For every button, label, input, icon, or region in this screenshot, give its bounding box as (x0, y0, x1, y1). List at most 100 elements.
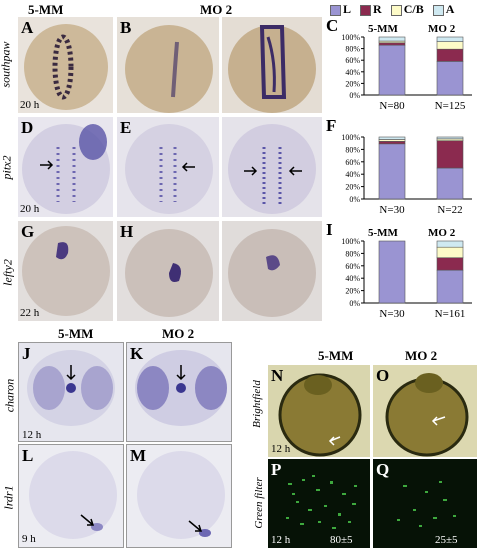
time-D: 20 h (20, 203, 40, 215)
label-K: K (130, 344, 144, 363)
label-H: H (120, 222, 134, 241)
n-label: N=80 (379, 100, 405, 112)
header-mo2-br: MO 2 (405, 348, 438, 363)
panel-E2 (222, 117, 322, 217)
embryo-image-H2 (228, 229, 316, 317)
n-label: N=161 (435, 308, 466, 320)
chart-I-svg: 0% 20% 40% 60% 80% 100% N=30 N=161 (341, 237, 472, 320)
embryo-image-O (373, 365, 477, 457)
chart-I-cat-mo: MO 2 (428, 227, 456, 239)
bar-segment-A-0 (378, 36, 406, 42)
bar-segment-L-0 (378, 143, 406, 200)
embryo-image-B1 (125, 25, 213, 113)
y-tick-label: 60% (345, 262, 360, 271)
panel-A: A 20 h (18, 17, 113, 113)
label-I: I (326, 220, 333, 239)
label-D: D (21, 118, 34, 137)
y-tick-label: 0% (349, 299, 360, 308)
bar-segment-A-0 (378, 136, 406, 140)
n-label: N=125 (435, 100, 466, 112)
y-tick-label: 20% (345, 79, 360, 88)
y-tick-label: 80% (345, 249, 360, 258)
y-tick-label: 40% (345, 274, 360, 283)
y-tick-label: 20% (345, 287, 360, 296)
chart-C-cat-mm: 5-MM (368, 23, 398, 35)
bar-segment-A-1 (436, 136, 464, 140)
bar-segment-R-1 (436, 140, 464, 169)
chart-C: C 5-MM MO 2 0% 20% 40% 60% 80% 100% N=80 N=125 (326, 17, 476, 113)
panel-N: N 12 h (268, 365, 370, 457)
header-mo2-top: MO 2 (200, 2, 233, 17)
embryo-image-H1 (125, 229, 213, 317)
panel-D: D 20 h (18, 117, 113, 217)
panel-G: G 22 h (18, 221, 113, 321)
y-tick-label: 100% (341, 133, 360, 142)
legend-CB: C/B (390, 2, 424, 16)
time-P: 12 h (271, 534, 291, 546)
panel-O: O (373, 365, 477, 457)
y-tick-label: 0% (349, 195, 360, 204)
bar-segment-R-1 (436, 48, 464, 62)
row-label-charon: charon (2, 378, 17, 413)
panel-M: M (126, 444, 232, 548)
arrow-icon (40, 160, 54, 170)
header-5mm-br: 5-MM (318, 348, 354, 363)
embryo-image-G (22, 226, 110, 316)
panel-B2 (222, 17, 322, 113)
y-tick-label: 60% (345, 56, 360, 65)
row-label-lefty2: lefty2 (0, 259, 15, 286)
embryo-image-L (29, 451, 117, 539)
panel-K: K (126, 342, 232, 442)
embryo-image-B2 (228, 25, 316, 113)
chart-F-svg: 0% 20% 40% 60% 80% 100% N=30 N=22 (341, 133, 472, 216)
legend-L: L (330, 2, 351, 16)
chart-I: I 5-MM MO 2 0% 20% 40% 60% 80% 100% N=30 N=161 (326, 221, 476, 321)
legend: L R C/B A (330, 2, 454, 17)
time-N: 12 h (271, 443, 291, 455)
fluorescence-image-Q (373, 459, 477, 548)
label-Q: Q (376, 460, 390, 479)
bar-segment-L-1 (436, 167, 464, 200)
header-5mm-top: 5-MM (28, 2, 64, 17)
embryo-image-N (268, 365, 370, 457)
chart-F: F 0% 20% 40% 60% 80% 100% N=30 N=22 (326, 117, 476, 217)
y-tick-label: 100% (341, 33, 360, 42)
label-F: F (326, 116, 337, 135)
count-P: 80±5 (330, 534, 353, 546)
label-C: C (326, 16, 339, 35)
panel-J: J 12 h (18, 342, 124, 442)
bar-segment-A-1 (436, 240, 464, 248)
time-A: 20 h (20, 99, 40, 111)
y-tick-label: 80% (345, 145, 360, 154)
bar-segment-R-0 (378, 42, 406, 46)
row-label-southpaw: southpaw (0, 41, 13, 88)
legend-A: A (432, 2, 454, 16)
label-A: A (21, 18, 34, 37)
bar-segment-L-1 (436, 61, 464, 96)
label-N: N (271, 366, 284, 385)
n-label: N=30 (379, 204, 405, 216)
label-J: J (22, 344, 31, 363)
chart-C-cat-mo: MO 2 (428, 23, 456, 35)
time-L: 9 h (22, 533, 36, 545)
header-mo2-bl: MO 2 (162, 326, 195, 341)
embryo-image-E1 (125, 124, 213, 214)
row-label-green-filter: Green filter (253, 477, 265, 529)
panel-B1: B (117, 17, 219, 113)
panel-H1: H (117, 221, 219, 321)
n-label: N=22 (437, 204, 462, 216)
y-tick-label: 40% (345, 68, 360, 77)
bar-segment-R-1 (436, 257, 464, 271)
embryo-image-K (135, 350, 227, 426)
embryo-image-A (24, 24, 108, 110)
panel-Q: Q 25±5 (373, 459, 477, 548)
y-tick-label: 60% (345, 158, 360, 167)
row-label-lrdr1: lrdr1 (1, 485, 16, 510)
label-L: L (22, 446, 34, 465)
panel-H2 (222, 221, 322, 321)
bar-segment-R-0 (378, 141, 406, 145)
panel-E1: E (117, 117, 219, 217)
n-label: N=30 (379, 308, 405, 320)
embryo-image-M (137, 451, 225, 539)
row-label-brightfield: Brightfield (251, 380, 263, 428)
